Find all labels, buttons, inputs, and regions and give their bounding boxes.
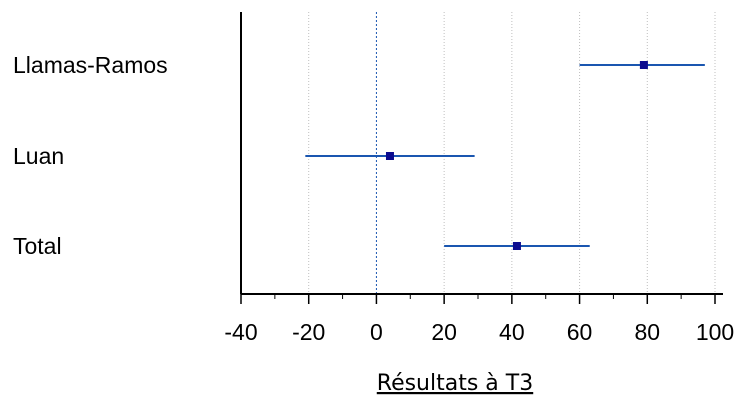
study-row: Luan	[13, 143, 475, 169]
study-rows: Llamas-Ramos Luan Total	[13, 52, 705, 259]
study-label: Luan	[13, 143, 64, 169]
x-tick-label: 20	[431, 319, 457, 345]
x-axis-title: Résultats à T3	[377, 371, 533, 396]
x-tick-label: 0	[370, 319, 383, 345]
point-estimate-marker	[385, 152, 394, 160]
study-row: Llamas-Ramos	[13, 52, 705, 78]
x-tick-label: 40	[499, 319, 525, 345]
grid-lines	[308, 12, 716, 294]
point-estimate-marker	[512, 242, 521, 250]
x-tick-label: 60	[567, 319, 593, 345]
study-label: Llamas-Ramos	[13, 52, 168, 78]
x-tick-label: -20	[292, 319, 325, 345]
x-tick-label: 80	[634, 319, 660, 345]
point-estimate-marker	[639, 61, 648, 69]
study-row: Total	[13, 233, 590, 259]
study-label: Total	[13, 233, 62, 259]
x-axis-ticks: -40 -20 0 20 40 60 80 100	[224, 294, 734, 345]
x-tick-label: -40	[224, 319, 257, 345]
x-tick-label: 100	[696, 319, 734, 345]
